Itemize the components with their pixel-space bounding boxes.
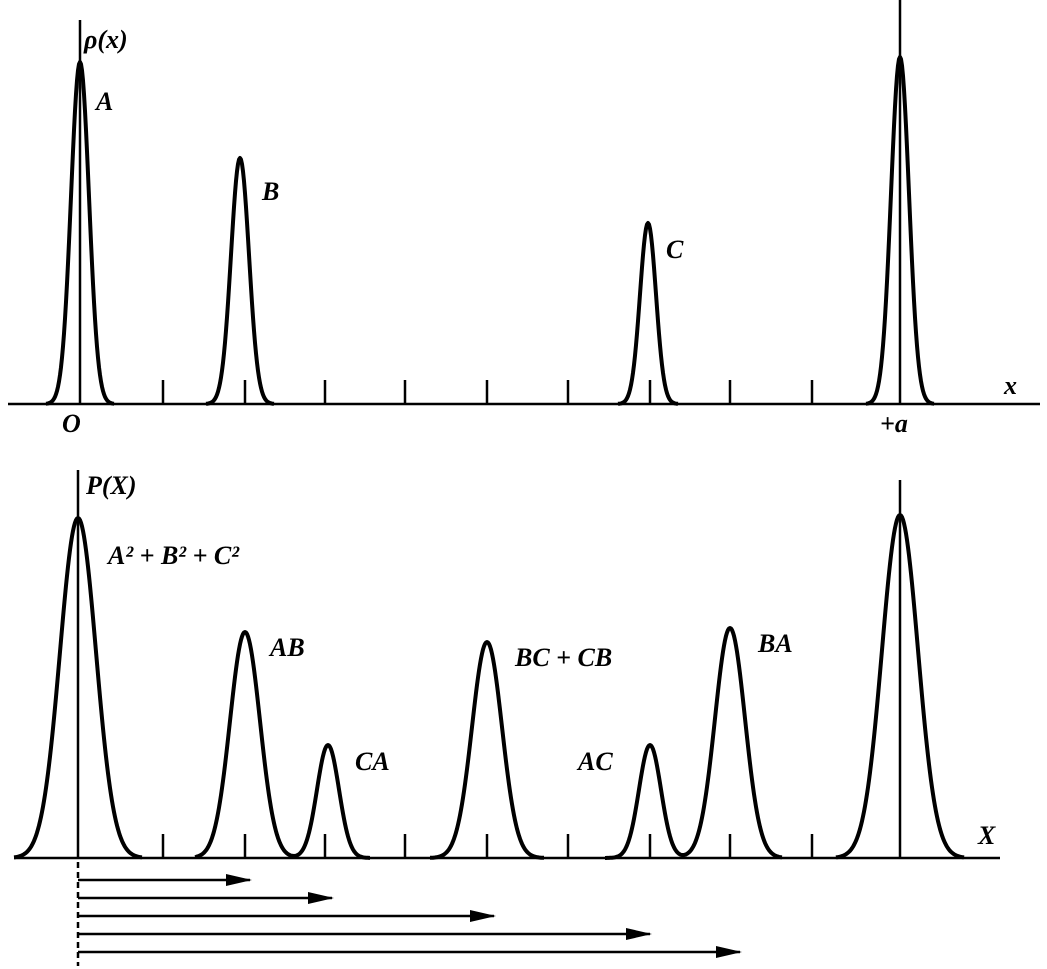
peak-label: AB	[268, 633, 305, 662]
axis-label: x	[1003, 371, 1017, 400]
end-label: +a	[880, 409, 908, 438]
axis-label: P(X)	[85, 471, 137, 500]
peak-label: BA	[757, 629, 793, 658]
peak-label: A² + B² + C²	[106, 541, 240, 570]
peak	[617, 221, 679, 406]
peak-label: CA	[355, 747, 390, 776]
axes	[8, 0, 1040, 966]
peak-label: C	[666, 235, 684, 264]
origin-label: O	[62, 409, 81, 438]
peak	[194, 630, 371, 860]
peak-label: BC + CB	[514, 643, 612, 672]
axis-label: X	[977, 821, 996, 850]
peak-label: A	[94, 87, 113, 116]
peak-label: AC	[576, 747, 613, 776]
peak	[429, 640, 545, 860]
axis-label: ρ(x)	[83, 25, 128, 54]
peak-label: B	[261, 177, 279, 206]
vectors	[78, 874, 742, 958]
peak	[205, 156, 275, 406]
peak	[604, 626, 783, 860]
